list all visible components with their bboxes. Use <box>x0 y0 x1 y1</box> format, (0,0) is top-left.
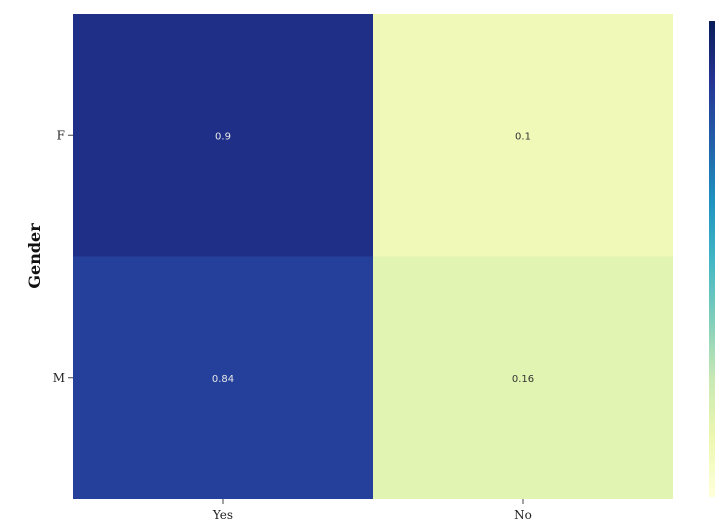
heatmap-cell <box>73 256 373 499</box>
colorbar <box>709 21 715 497</box>
cell-value-label: 0.84 <box>212 374 234 385</box>
cell-value-label: 0.1 <box>515 131 531 142</box>
heatmap-cell-labels: 0.9 0.1 0.84 0.16 <box>212 131 534 385</box>
y-tick-label: M <box>53 371 65 385</box>
cell-value-label: 0.9 <box>215 131 231 142</box>
heatmap-cell <box>73 14 373 257</box>
heatmap-cell <box>373 14 673 257</box>
cell-value-label: 0.16 <box>512 374 534 385</box>
x-tick-label: Yes <box>212 508 233 522</box>
y-axis-title: Gender <box>25 223 44 289</box>
x-axis: Yes No <box>212 499 532 522</box>
heatmap-cells <box>73 14 673 499</box>
y-axis: FM <box>53 128 73 385</box>
y-tick-label: F <box>57 128 65 142</box>
heatmap-cell <box>373 256 673 499</box>
x-tick-label: No <box>514 508 532 522</box>
